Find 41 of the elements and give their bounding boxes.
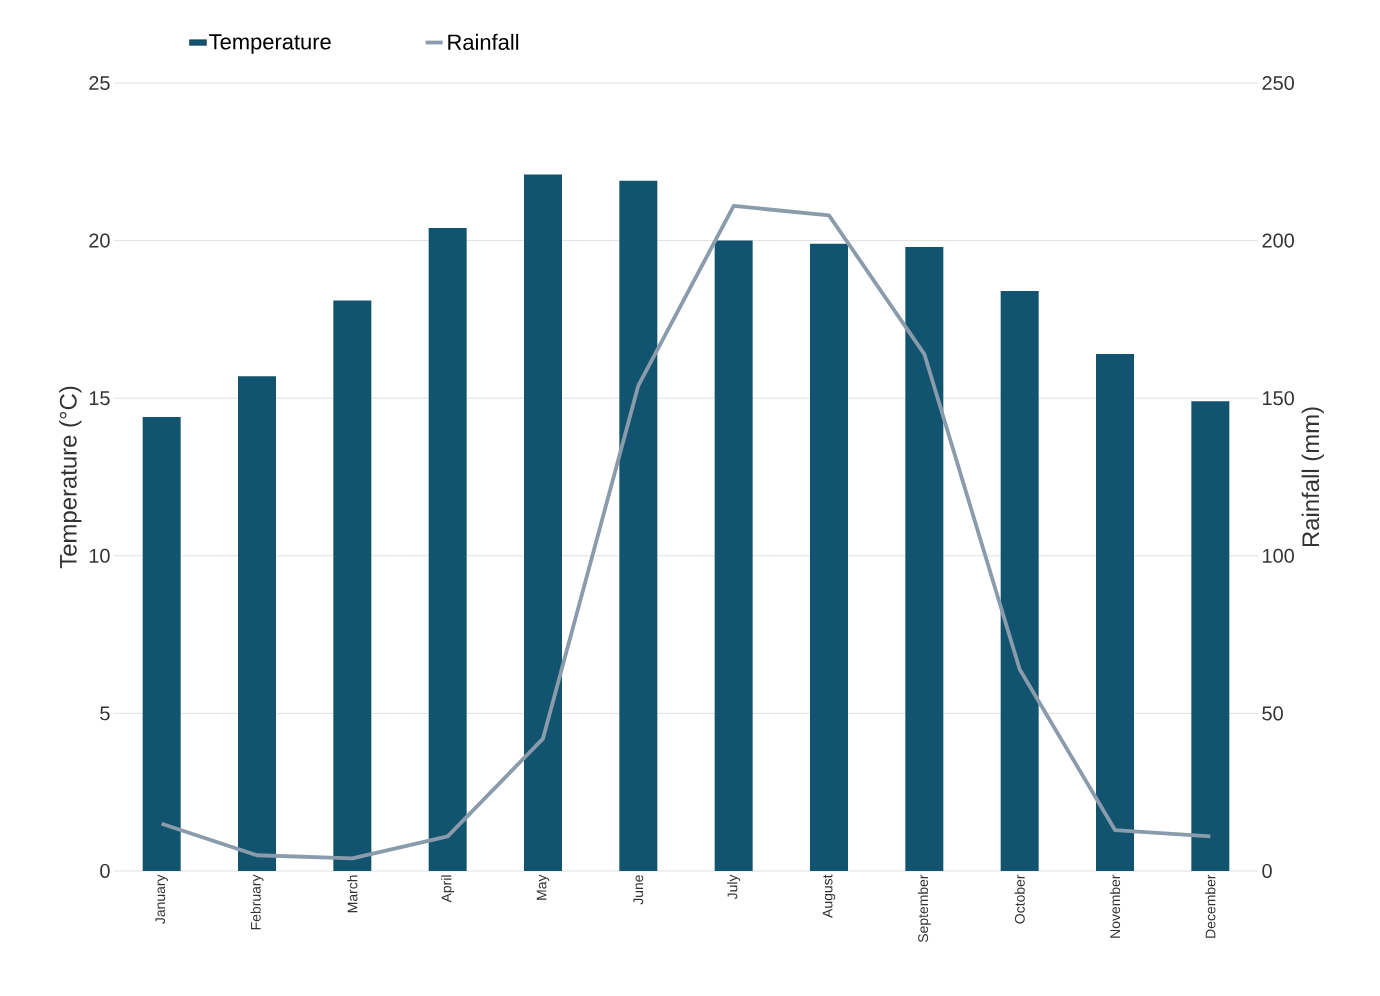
y-tick-label: 25 xyxy=(89,75,110,91)
bar xyxy=(810,243,848,871)
x-tick-label: May xyxy=(536,874,550,900)
y-tick-label: 15 xyxy=(89,391,110,406)
x-tick-label: March xyxy=(347,875,358,913)
x-tick-label: April xyxy=(441,875,455,903)
bar xyxy=(142,417,181,871)
y2-tick-label: 200 xyxy=(1262,233,1294,248)
bar xyxy=(619,180,658,871)
x-tick-label: November xyxy=(1109,874,1121,938)
y-tick-label: 5 xyxy=(100,706,110,721)
y2-tick-label: 0 xyxy=(1262,863,1272,879)
legend-label: Temperature xyxy=(209,34,331,54)
y-tick-label: 20 xyxy=(89,233,110,248)
bar xyxy=(1191,401,1230,871)
y2-axis-title: Rainfall (mm) xyxy=(1301,407,1324,547)
bar xyxy=(333,300,372,871)
y2-tick-label: 250 xyxy=(1262,75,1294,91)
x-tick-label: June xyxy=(633,875,644,905)
legend-label: Rainfall xyxy=(448,33,519,50)
x-tick-label: August xyxy=(822,874,836,918)
y2-tick-label: 150 xyxy=(1263,391,1294,406)
y-axis-title: Temperature (°C) xyxy=(59,386,82,569)
bar xyxy=(1000,291,1039,871)
x-tick-label: July xyxy=(727,874,741,900)
x-tick-label: February xyxy=(250,874,264,930)
y-tick-label: 0 xyxy=(100,863,110,879)
bar xyxy=(428,227,467,871)
x-tick-label: January xyxy=(155,874,168,924)
y-tick-label: 10 xyxy=(89,548,110,563)
bar xyxy=(905,246,944,871)
bar xyxy=(1096,354,1134,871)
y2-tick-label: 50 xyxy=(1262,706,1283,721)
bar xyxy=(524,174,562,871)
x-tick-label: December xyxy=(1205,874,1216,938)
x-tick-label: September xyxy=(917,874,931,943)
line-series xyxy=(159,204,1213,861)
bar xyxy=(714,240,753,871)
y2-tick-label: 100 xyxy=(1263,548,1294,563)
bar xyxy=(238,376,276,871)
x-tick-label: October xyxy=(1014,874,1025,924)
